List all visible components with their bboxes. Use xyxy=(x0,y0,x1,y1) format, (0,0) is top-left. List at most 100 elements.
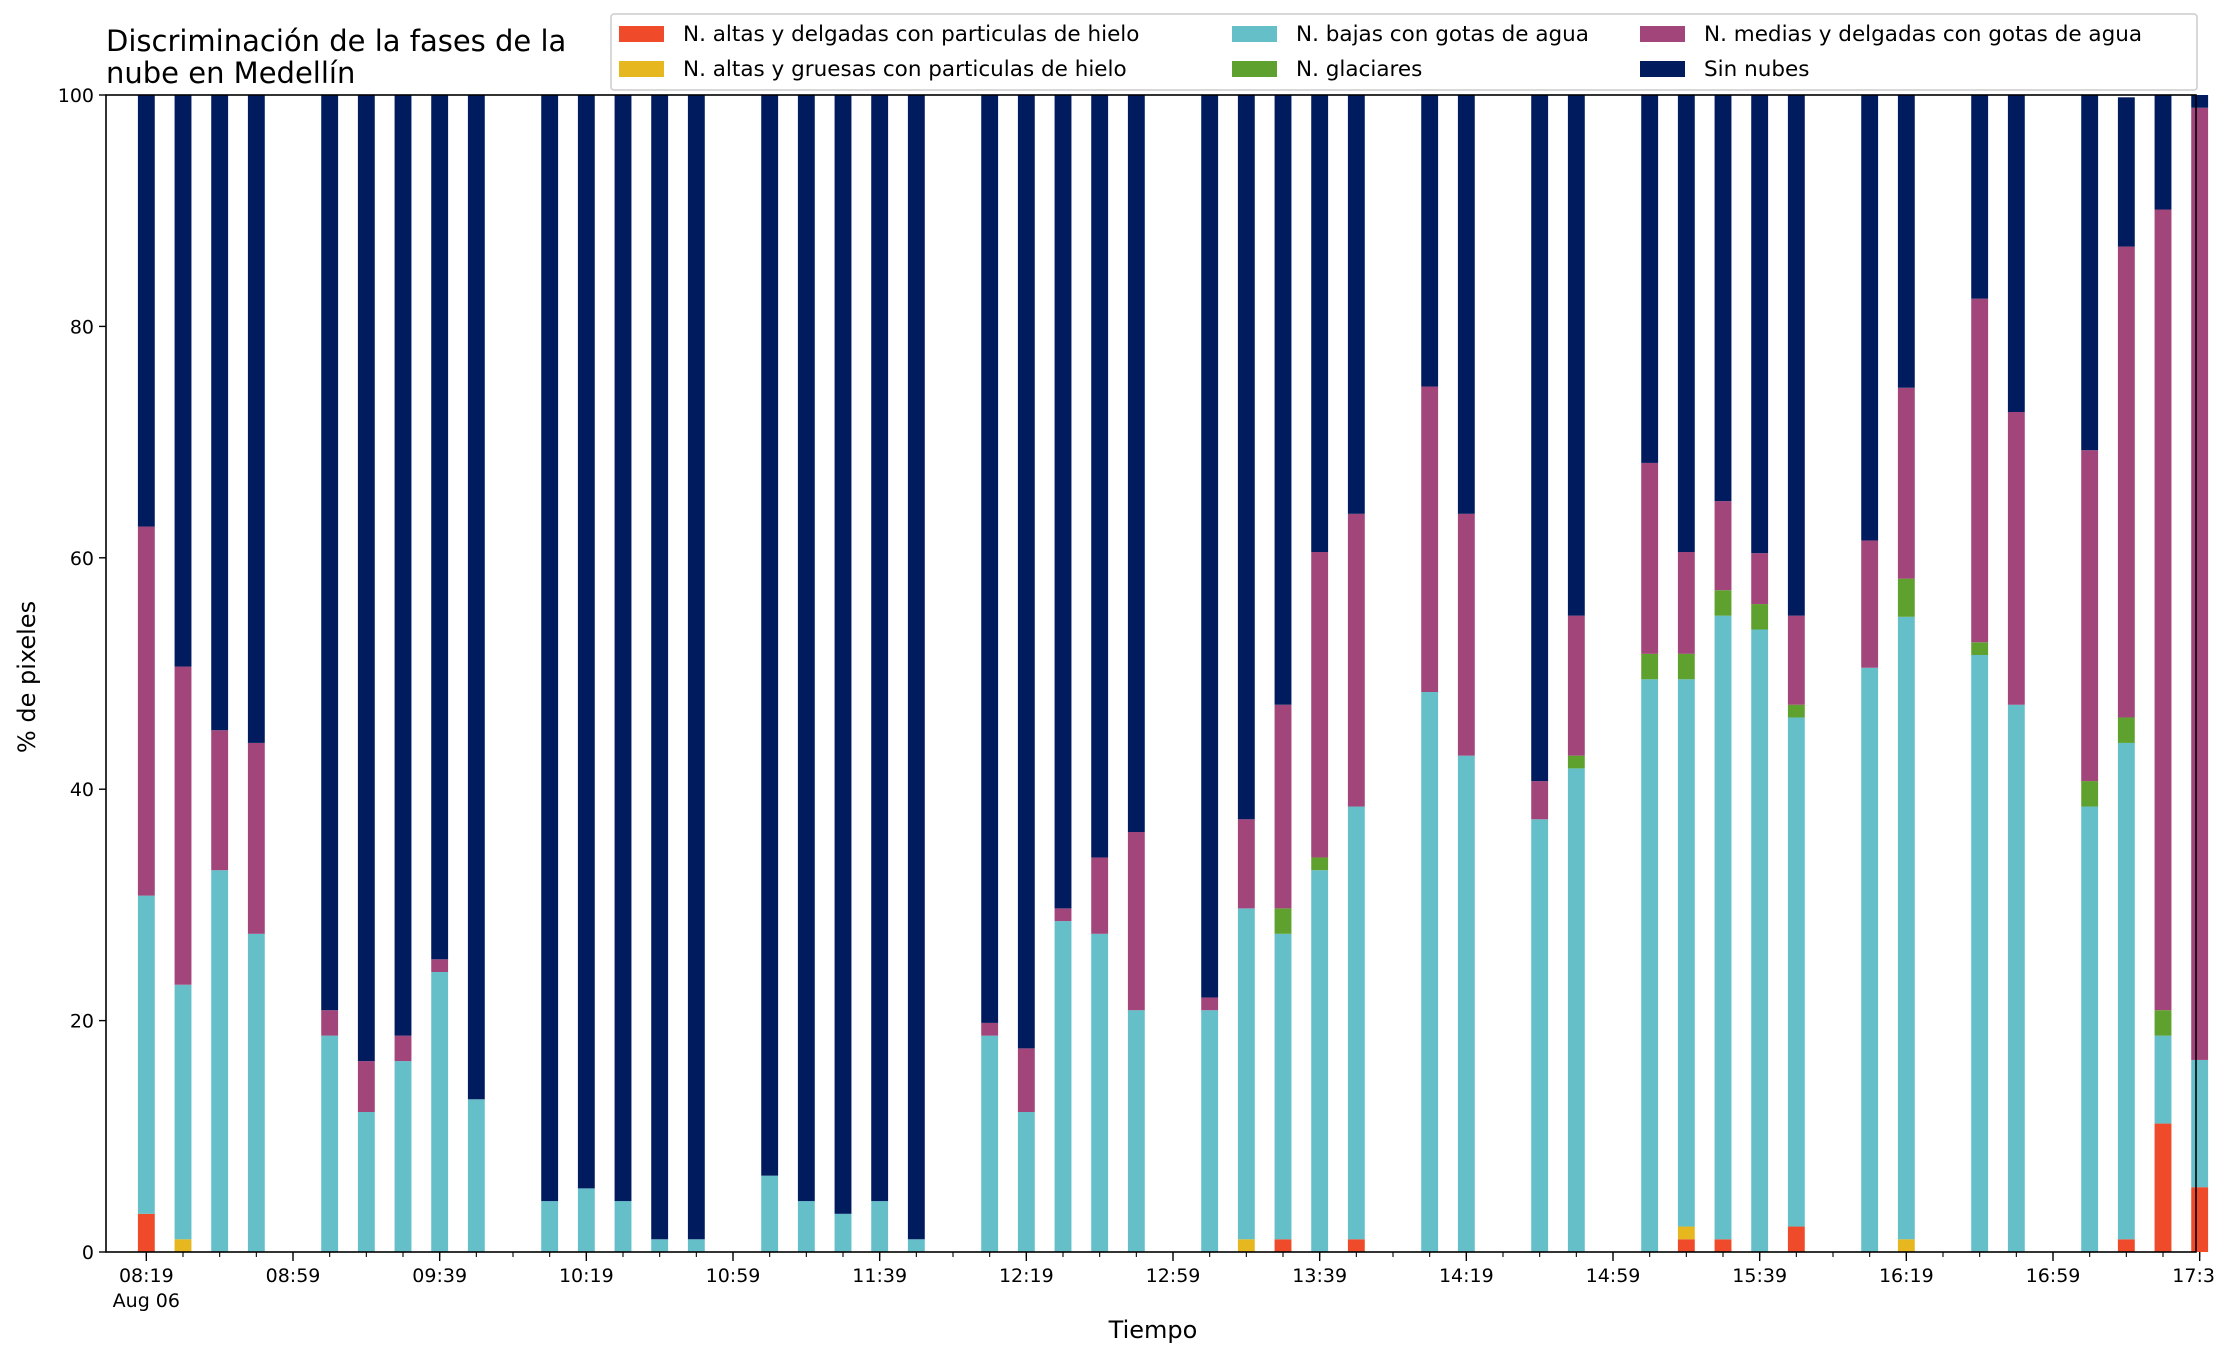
bar-segment-4-16:39 xyxy=(1971,298,1989,643)
bar-segment-2-11:49 xyxy=(907,1239,925,1252)
bar-segment-5-17:29 xyxy=(2154,95,2172,210)
bar-segment-4-15:09 xyxy=(1641,462,1659,654)
bar-segment-5-15:39 xyxy=(1751,95,1769,554)
bar-segment-5-15:09 xyxy=(1641,95,1659,463)
bar-segment-4-12:49 xyxy=(1127,832,1145,1011)
bar-segment-5-17:19 xyxy=(2117,97,2135,247)
bar-segment-5-10:19 xyxy=(577,95,595,1189)
bar-segment-5-11:29 xyxy=(834,95,852,1214)
bar-segment-2-12:19 xyxy=(1017,1112,1035,1252)
y-axis-title: % de pixeles xyxy=(13,601,41,753)
bar-segment-4-12:09 xyxy=(981,1022,999,1036)
bar-segment-5-13:29 xyxy=(1274,95,1292,705)
bar-segment-5-17:09 xyxy=(2081,95,2099,451)
bar-segment-5-14:19 xyxy=(1457,95,1475,514)
bar-segment-2-12:39 xyxy=(1091,933,1109,1252)
bar-segment-2-17:29 xyxy=(2154,1035,2172,1124)
bar-segment-4-15:29 xyxy=(1714,501,1732,591)
x-tick-label-14:19: 14:19 xyxy=(1439,1265,1494,1287)
bar-segment-0-15:29 xyxy=(1714,1239,1732,1252)
bar-segment-5-13:39 xyxy=(1311,95,1329,553)
bar-segment-5-14:09 xyxy=(1421,95,1439,387)
bar-segment-5-12:49 xyxy=(1127,95,1145,833)
x-tick-label-10:59: 10:59 xyxy=(706,1265,761,1287)
bar-segment-5-09:09 xyxy=(321,95,339,1011)
bar-segment-0-08:19 xyxy=(137,1213,155,1252)
bar-segment-4-13:49 xyxy=(1347,513,1365,807)
bar-segment-5-11:49 xyxy=(907,95,925,1240)
bar-segment-2-13:49 xyxy=(1347,806,1365,1240)
bar-segment-3-16:19 xyxy=(1897,578,1915,617)
bar-segment-2-09:09 xyxy=(321,1035,339,1252)
bar-segment-3-17:19 xyxy=(2117,717,2135,743)
bar-segment-2-16:39 xyxy=(1971,654,1989,1252)
bar-segment-4-09:09 xyxy=(321,1010,339,1036)
bar-segment-3-15:39 xyxy=(1751,604,1769,630)
bar-segment-4-16:19 xyxy=(1897,387,1915,579)
bar-segment-2-13:09 xyxy=(1201,1010,1219,1252)
bar-segment-2-09:49 xyxy=(467,1099,485,1252)
bar-segment-4-09:29 xyxy=(394,1035,412,1062)
bar-segment-4-14:19 xyxy=(1457,513,1475,756)
bar-segment-3-15:29 xyxy=(1714,590,1732,616)
x-axis-title: Tiempo xyxy=(1108,1316,1198,1344)
bar-segment-1-16:19 xyxy=(1897,1239,1915,1252)
x-tick-label-14:59: 14:59 xyxy=(1586,1265,1641,1287)
bar-segment-2-17:09 xyxy=(2081,806,2099,1252)
y-tick-label-80: 80 xyxy=(70,316,94,338)
bar-segment-2-12:09 xyxy=(981,1035,999,1252)
legend-label-4: N. medias y delgadas con gotas de agua xyxy=(1704,22,2142,47)
x-tick-label-09:39: 09:39 xyxy=(412,1265,467,1287)
bar-segment-1-13:19 xyxy=(1237,1239,1255,1252)
bar-segment-3-15:19 xyxy=(1677,653,1695,680)
bar-segment-4-08:29 xyxy=(174,666,192,985)
bar-segment-2-13:39 xyxy=(1311,870,1329,1252)
bar-segment-2-14:09 xyxy=(1421,692,1439,1252)
bar-segment-5-15:19 xyxy=(1677,95,1695,553)
legend-swatch-1 xyxy=(619,61,664,77)
x-tick-label-08:19: 08:19 xyxy=(119,1265,174,1287)
bar-segment-2-14:19 xyxy=(1457,755,1475,1252)
legend-label-1: N. altas y gruesas con particulas de hie… xyxy=(683,57,1127,82)
bar-segment-2-09:19 xyxy=(357,1112,375,1252)
bar-segment-3-15:49 xyxy=(1787,704,1805,718)
bar-segment-5-08:29 xyxy=(174,95,192,667)
bar-segment-4-15:19 xyxy=(1677,552,1695,654)
y-tick-label-60: 60 xyxy=(70,548,94,570)
bar-segment-2-08:39 xyxy=(211,870,229,1252)
bar-segment-4-14:09 xyxy=(1421,386,1439,693)
y-tick-label-0: 0 xyxy=(82,1242,94,1264)
bar-segment-5-10:39 xyxy=(651,95,669,1240)
bar-segment-2-17:39 xyxy=(2191,1059,2209,1188)
bar-segment-2-09:29 xyxy=(394,1061,412,1252)
bar-segment-2-12:29 xyxy=(1054,921,1072,1252)
x-tick-label-08:59: 08:59 xyxy=(266,1265,321,1287)
bar-segment-2-11:09 xyxy=(761,1175,779,1252)
bar-segment-3-14:49 xyxy=(1567,755,1585,769)
bar-segment-2-13:19 xyxy=(1237,908,1255,1240)
bar-segment-0-15:49 xyxy=(1787,1226,1805,1252)
bar-segment-2-08:49 xyxy=(247,933,265,1252)
bar-segment-5-12:39 xyxy=(1091,95,1109,858)
bar-segment-5-13:19 xyxy=(1237,95,1255,820)
bar-segment-4-08:39 xyxy=(211,730,229,871)
bar-segment-0-15:19 xyxy=(1677,1239,1695,1252)
bar-segment-2-10:39 xyxy=(651,1239,669,1252)
bar-segment-2-08:29 xyxy=(174,984,192,1240)
bar-segment-5-16:19 xyxy=(1897,95,1915,388)
bar-segment-2-15:19 xyxy=(1677,679,1695,1227)
bar-segment-4-17:39 xyxy=(2191,107,2209,1060)
bar-segment-5-17:39 xyxy=(2191,95,2209,108)
legend-swatch-4 xyxy=(1640,26,1685,42)
bar-segment-3-13:39 xyxy=(1311,857,1329,871)
legend-label-0: N. altas y delgadas con particulas de hi… xyxy=(683,22,1139,47)
chart-title: Discriminación de la fases de la nube en… xyxy=(106,24,566,90)
bar-segment-5-15:29 xyxy=(1714,95,1732,502)
bar-segment-5-10:29 xyxy=(614,95,632,1202)
bar-segment-4-13:39 xyxy=(1311,552,1329,858)
bar-segment-4-15:39 xyxy=(1751,553,1769,605)
bar-segment-5-09:29 xyxy=(394,95,412,1036)
y-tick-label-20: 20 xyxy=(70,1011,94,1033)
bar-segment-5-16:49 xyxy=(2007,95,2025,413)
